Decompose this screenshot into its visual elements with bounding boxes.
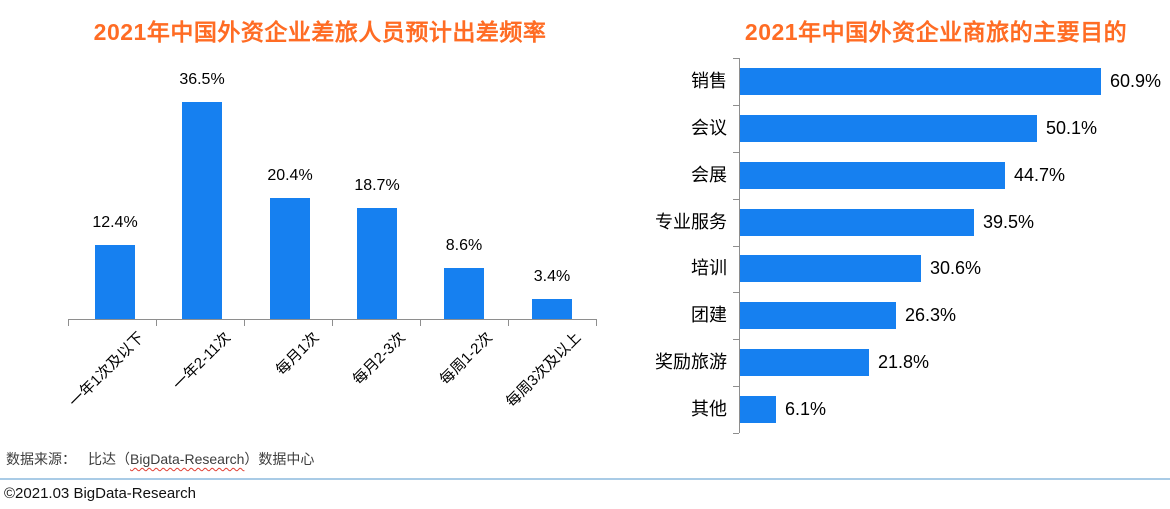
left-chart-title: 2021年中国外资企业差旅人员预计出差频率 — [93, 19, 547, 45]
source-suffix: ）数据中心 — [244, 451, 315, 467]
bar-value-label: 26.3% — [905, 305, 957, 325]
y-axis-tick — [733, 246, 739, 247]
bar-每周1-2次 — [444, 268, 484, 319]
footer-divider — [0, 478, 1170, 480]
bar-专业服务 — [740, 209, 974, 236]
category-label: 奖励旅游 — [655, 352, 727, 372]
y-axis-tick — [733, 292, 739, 293]
y-axis-line — [739, 58, 740, 433]
bar-value-label: 44.7% — [1014, 165, 1066, 185]
bar-value-label: 6.1% — [785, 399, 827, 419]
bar-一年2-11次 — [182, 102, 222, 319]
category-label: 团建 — [691, 305, 727, 325]
bar-value-label: 60.9% — [1110, 71, 1162, 91]
x-axis-tick — [244, 319, 245, 326]
bar-奖励旅游 — [740, 349, 869, 376]
bar-value-label: 50.1% — [1046, 118, 1098, 138]
bar-value-label: 30.6% — [930, 258, 982, 278]
copyright-note: ©2021.03 BigData-Research — [4, 485, 196, 502]
bar-value-label: 8.6% — [445, 237, 483, 254]
x-axis-tick — [596, 319, 597, 326]
source-prefix: 数据来源： — [6, 451, 76, 467]
bar-value-label: 3.4% — [533, 268, 571, 285]
bar-value-label: 21.8% — [878, 352, 930, 372]
bar-value-label: 20.4% — [267, 167, 313, 184]
bar-会展 — [740, 162, 1005, 189]
category-label: 其他 — [691, 399, 727, 419]
bar-每月2-3次 — [357, 208, 397, 319]
bar-一年1次及以下 — [95, 245, 135, 319]
bar-value-label: 18.7% — [354, 177, 400, 194]
x-axis-tick — [332, 319, 333, 326]
category-label: 会展 — [691, 165, 727, 185]
bar-销售 — [740, 68, 1101, 95]
right-chart-title: 2021年中国外资企业商旅的主要目的 — [744, 19, 1128, 45]
y-axis-tick — [733, 152, 739, 153]
y-axis-tick — [733, 433, 739, 434]
bar-value-label: 39.5% — [983, 212, 1035, 232]
category-label: 培训 — [691, 258, 727, 278]
x-axis-tick — [420, 319, 421, 326]
source-vendor-en: BigData-Research — [130, 451, 245, 467]
category-label: 会议 — [691, 118, 727, 138]
category-label: 专业服务 — [655, 212, 727, 232]
bar-培训 — [740, 255, 921, 282]
bar-会议 — [740, 115, 1037, 142]
x-axis-tick — [156, 319, 157, 326]
y-axis-tick — [733, 58, 739, 59]
bar-团建 — [740, 302, 896, 329]
y-axis-tick — [733, 386, 739, 387]
data-source-note: 数据来源： 比达（BigData-Research）数据中心 — [6, 449, 314, 469]
category-label: 销售 — [691, 71, 727, 91]
x-axis-tick — [508, 319, 509, 326]
y-axis-tick — [733, 339, 739, 340]
bar-其他 — [740, 396, 776, 423]
bar-value-label: 12.4% — [92, 214, 138, 231]
x-axis-tick — [68, 319, 69, 326]
y-axis-tick — [733, 199, 739, 200]
y-axis-tick — [733, 105, 739, 106]
bar-每周3次及以上 — [532, 299, 572, 319]
bar-每月1次 — [270, 198, 310, 319]
source-vendor: 比达（ — [88, 451, 130, 467]
bar-value-label: 36.5% — [179, 71, 225, 88]
